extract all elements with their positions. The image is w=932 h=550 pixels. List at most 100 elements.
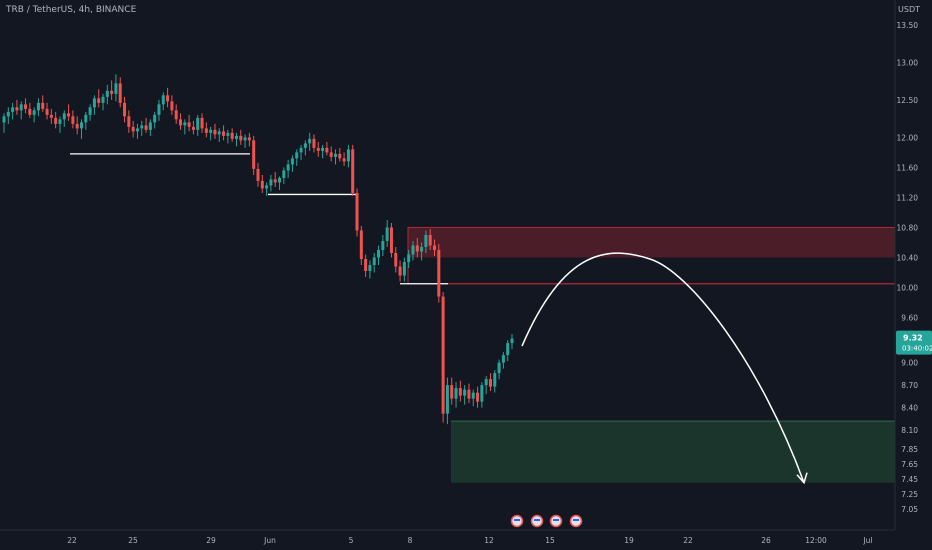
- price-tag-countdown: 03:40:02: [902, 345, 932, 353]
- candle-body: [174, 110, 178, 120]
- candle-body: [308, 138, 312, 144]
- candle-body: [58, 119, 62, 124]
- candle-body: [437, 249, 441, 297]
- candle-body: [342, 158, 346, 162]
- event-flag-icon: [510, 514, 524, 528]
- candle-body: [493, 373, 497, 387]
- candle-body: [196, 117, 200, 130]
- candle-body: [454, 388, 458, 399]
- candle-body: [338, 153, 342, 159]
- candle-body: [415, 245, 419, 252]
- price-tick-label: 8.10: [901, 426, 918, 435]
- candle-body: [170, 101, 174, 111]
- price-tick-label: 8.40: [901, 404, 918, 413]
- candle-body: [243, 137, 247, 141]
- candle-body: [101, 96, 105, 103]
- time-tick-label: 5: [349, 536, 354, 545]
- candle-body: [506, 343, 510, 356]
- candle-body: [278, 177, 282, 183]
- candle-body: [123, 102, 127, 117]
- candle-body: [273, 179, 277, 183]
- candle-body: [441, 296, 445, 414]
- candle-body: [247, 137, 251, 141]
- candle-body: [222, 131, 226, 136]
- price-tick-label: 11.60: [897, 163, 919, 172]
- candle-body: [368, 265, 372, 272]
- candle-body: [36, 102, 40, 111]
- candle-body: [351, 149, 355, 193]
- candle-body: [114, 83, 118, 94]
- candle-body: [346, 149, 350, 162]
- symbol-title: TRB / TetherUS, 4h, BINANCE: [6, 5, 137, 15]
- currency-label: USDT: [898, 5, 920, 14]
- price-tick-label: 10.80: [897, 223, 919, 232]
- candle-body: [433, 245, 437, 250]
- price-tag-value: 9.32: [903, 334, 923, 343]
- candle-body: [355, 192, 359, 231]
- price-tick-label: 7.85: [901, 445, 918, 454]
- candle-body: [428, 234, 432, 246]
- candle-body: [45, 108, 49, 115]
- price-tick-label: 12.50: [897, 96, 919, 105]
- price-tick-label: 13.50: [897, 21, 919, 30]
- time-tick-label: 29: [206, 536, 216, 545]
- candle-body: [2, 116, 6, 123]
- event-flag-band: [553, 519, 559, 521]
- price-tick-label: 7.25: [901, 490, 918, 499]
- candle-body: [161, 95, 165, 105]
- supply-zone: [408, 227, 895, 258]
- price-tick-label: 7.45: [901, 475, 918, 484]
- candle-body: [6, 111, 10, 117]
- candle-body: [424, 234, 428, 247]
- time-tick-label: 12:00: [805, 536, 827, 545]
- candle-body: [234, 135, 238, 139]
- candle-body: [148, 122, 152, 130]
- candle-body: [252, 140, 256, 169]
- candle-body: [260, 180, 264, 189]
- candles-layer: [2, 74, 514, 425]
- candle-body: [329, 152, 333, 157]
- projection-layer: [521, 252, 808, 485]
- candle-body: [32, 110, 36, 115]
- candle-body: [127, 116, 131, 127]
- candle-body: [105, 90, 109, 97]
- candle-body: [290, 158, 294, 165]
- event-flag-icon: [569, 514, 583, 528]
- event-flag-icon: [530, 514, 544, 528]
- candle-body: [144, 125, 148, 130]
- price-tick-label: 7.05: [901, 505, 918, 514]
- time-tick-label: 22: [683, 536, 693, 545]
- candle-body: [135, 128, 139, 132]
- candle-body: [372, 257, 376, 265]
- candle-body: [398, 266, 402, 276]
- candle-body: [488, 379, 492, 387]
- price-tick-label: 13.00: [897, 58, 919, 67]
- candle-body: [28, 108, 32, 115]
- price-tick-label: 11.20: [897, 193, 919, 202]
- candle-body: [153, 114, 157, 123]
- candle-body: [187, 122, 191, 127]
- time-tick-label: 25: [128, 536, 138, 545]
- time-tick-label: 26: [761, 536, 771, 545]
- price-tag-bg: [896, 330, 932, 355]
- candle-body: [204, 128, 208, 133]
- candle-body: [282, 170, 286, 178]
- candle-body: [480, 385, 484, 402]
- candle-body: [239, 135, 243, 141]
- event-flag-band: [534, 519, 540, 521]
- candle-body: [381, 240, 385, 250]
- candle-body: [484, 379, 488, 386]
- candle-body: [450, 385, 454, 399]
- candle-body: [510, 338, 514, 344]
- event-flag-icon: [549, 514, 563, 528]
- candle-body: [97, 98, 101, 103]
- zones-layer: [407, 226, 896, 483]
- candle-body: [11, 107, 15, 112]
- candle-body: [75, 123, 79, 129]
- candle-body: [303, 143, 307, 148]
- event-flag-band: [514, 519, 520, 521]
- candle-body: [110, 90, 114, 94]
